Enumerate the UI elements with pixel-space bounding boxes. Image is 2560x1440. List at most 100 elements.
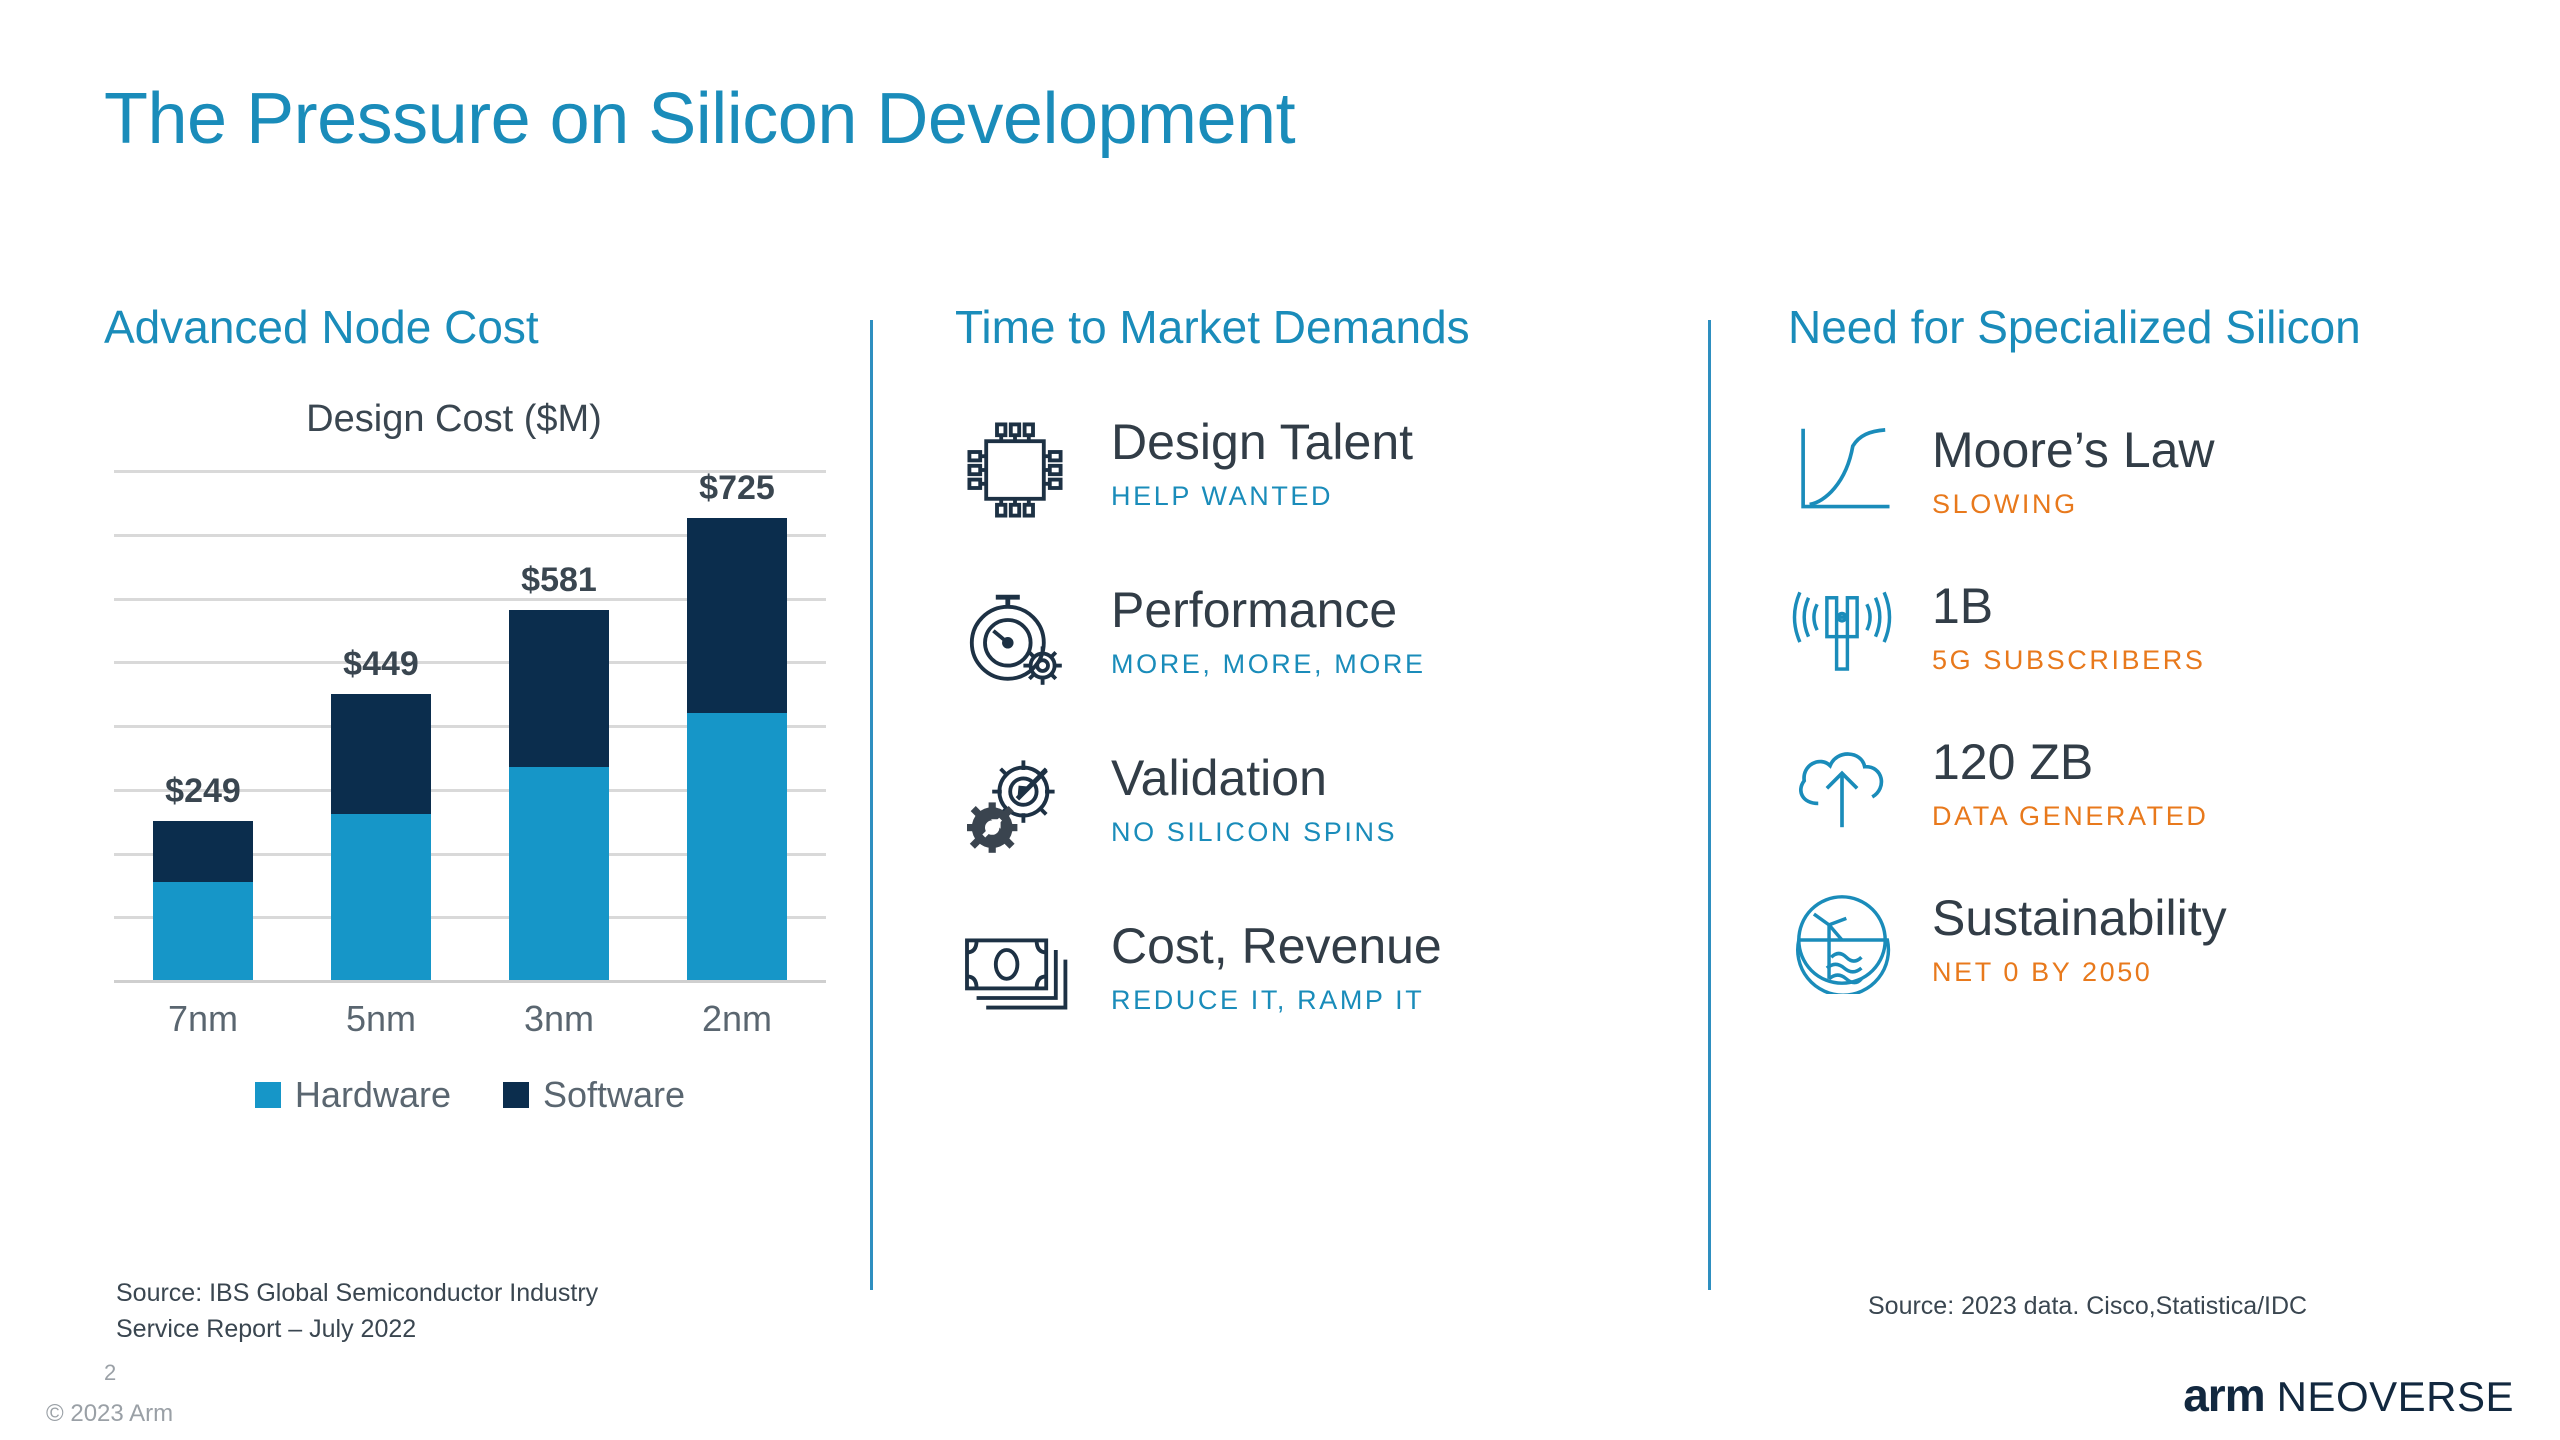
chart-title: Design Cost ($M) — [306, 398, 602, 440]
chart-bar — [331, 693, 431, 980]
feature-title: Design Talent — [1111, 414, 1414, 470]
feature-title: Performance — [1111, 582, 1398, 638]
chart-gridline — [114, 916, 826, 920]
column-divider-1 — [870, 320, 873, 1290]
logo-neoverse-wordmark: NEOVERSE — [2276, 1373, 2514, 1420]
column-heading-left: Advanced Node Cost — [104, 301, 539, 353]
chart-legend: Hardware Software — [114, 1074, 826, 1116]
source-note-line: Service Report – July 2022 — [116, 1315, 417, 1344]
feature-title: Sustainability — [1932, 890, 2227, 946]
chart-bar-segment-hardware — [687, 712, 787, 980]
microchip-icon — [955, 410, 1075, 530]
feature-item: 1B 5G SUBSCRIBERS — [1788, 574, 2548, 682]
chart-x-axis-labels: 7nm 5nm 3nm 2nm — [114, 998, 826, 1040]
arm-neoverse-logo: arm NEOVERSE — [2183, 1368, 2514, 1422]
source-note-left: Source: IBS Global Semiconductor Industr… — [116, 1275, 598, 1348]
chart-bar-group: $249 — [153, 470, 253, 980]
legend-label: Software — [542, 1074, 686, 1115]
feature-item: Design Talent HELP WANTED — [955, 410, 1675, 530]
chart-gridline — [114, 533, 826, 537]
chart-bar-group: $581 — [509, 470, 609, 980]
feature-text: Cost, Revenue REDUCE IT, RAMP IT — [1111, 914, 1442, 1016]
feature-subtitle: HELP WANTED — [1111, 480, 1334, 511]
chart-bar-segment-software — [509, 609, 609, 768]
column-divider-2 — [1708, 320, 1711, 1290]
feature-text: Sustainability NET 0 BY 2050 — [1932, 886, 2227, 988]
feature-item: Moore’s Law SLOWING — [1788, 418, 2548, 526]
chart-x-tick-label: 2nm — [701, 998, 773, 1039]
chart-bar-value-label: $581 — [521, 560, 597, 599]
feature-item: Cost, Revenue REDUCE IT, RAMP IT — [955, 914, 1675, 1034]
feature-subtitle: 5G SUBSCRIBERS — [1932, 644, 2206, 675]
feature-title: 120 ZB — [1932, 734, 2094, 790]
chart-legend-item[interactable]: Hardware — [254, 1074, 451, 1116]
legend-color-swatch — [254, 1082, 281, 1108]
page-title: The Pressure on Silicon Development — [104, 79, 1296, 159]
feature-text: Moore’s Law SLOWING — [1932, 418, 2215, 520]
chart-plot-area: $249 $449 $581 $725 — [114, 469, 826, 983]
chart-bar-segment-hardware — [153, 881, 253, 980]
gear-check-icon — [955, 746, 1075, 866]
copyright-notice: © 2023 Arm — [46, 1400, 174, 1427]
feature-text: Validation NO SILICON SPINS — [1111, 746, 1397, 848]
chart-bar-segment-software — [687, 517, 787, 713]
chart-bar-segment-hardware — [331, 813, 431, 980]
page-number: 2 — [104, 1360, 117, 1385]
cloud-upload-icon — [1788, 730, 1896, 838]
chart-bar — [687, 517, 787, 980]
chart-gridline — [114, 852, 826, 856]
design-cost-chart: Design Cost ($M) $249 $449 $581 $725 7nm 5nm… — [104, 398, 826, 1258]
banknotes-icon — [955, 914, 1075, 1034]
chart-bar-segment-software — [153, 821, 253, 882]
feature-text: Design Talent HELP WANTED — [1111, 410, 1413, 512]
chart-bar — [153, 821, 253, 980]
feature-title: 1B — [1932, 578, 1994, 634]
time-to-market-list: Design Talent HELP WANTED Performance MORE… — [955, 410, 1675, 1082]
wind-water-icon — [1788, 886, 1896, 994]
source-note-line: Source: IBS Global Semiconductor Industr… — [116, 1279, 599, 1307]
column-heading-middle: Time to Market Demands — [955, 301, 1470, 353]
feature-item: Sustainability NET 0 BY 2050 — [1788, 886, 2548, 994]
chart-axis-line — [114, 980, 826, 983]
feature-item: 120 ZB DATA GENERATED — [1788, 730, 2548, 838]
logo-arm-wordmark: arm — [2183, 1369, 2265, 1421]
chart-x-tick-label: 5nm — [345, 998, 417, 1039]
chart-gridline — [114, 725, 826, 728]
chart-gridline — [114, 470, 826, 473]
chart-x-tick-label: 3nm — [523, 998, 595, 1039]
cell-tower-icon — [1788, 574, 1896, 682]
feature-title: Cost, Revenue — [1111, 918, 1442, 974]
legend-label: Hardware — [294, 1074, 451, 1115]
feature-subtitle: MORE, MORE, MORE — [1111, 648, 1426, 679]
feature-item: Validation NO SILICON SPINS — [955, 746, 1675, 866]
chart-bar-segment-hardware — [509, 767, 609, 980]
feature-title: Validation — [1111, 750, 1327, 806]
chart-gridline — [114, 597, 826, 601]
legend-color-swatch — [502, 1082, 529, 1108]
chart-bar-group: $449 — [331, 470, 431, 980]
chart-legend-item[interactable]: Software — [502, 1074, 686, 1116]
feature-subtitle: NET 0 BY 2050 — [1932, 956, 2153, 987]
feature-subtitle: NO SILICON SPINS — [1111, 816, 1398, 847]
chart-bar-segment-software — [331, 693, 431, 814]
feature-subtitle: DATA GENERATED — [1932, 800, 2209, 831]
specialized-silicon-list: Moore’s Law SLOWING 1B 5G SUBSCRIBERS 120 … — [1788, 418, 2548, 1042]
feature-subtitle: REDUCE IT, RAMP IT — [1111, 984, 1425, 1015]
feature-item: Performance MORE, MORE, MORE — [955, 578, 1675, 698]
stopwatch-gear-icon — [955, 578, 1075, 698]
chart-bar — [509, 609, 609, 980]
chart-bars: $249 $449 $581 $725 — [114, 469, 826, 980]
chart-bar-value-label: $249 — [165, 772, 241, 811]
source-note-right: Source: 2023 data. Cisco,Statistica/IDC — [1868, 1292, 2308, 1320]
feature-subtitle: SLOWING — [1932, 488, 2078, 519]
curve-graph-icon — [1788, 418, 1896, 526]
feature-text: 120 ZB DATA GENERATED — [1932, 730, 2208, 832]
chart-bar-value-label: $725 — [699, 468, 775, 507]
chart-gridline — [114, 661, 826, 665]
chart-x-tick-label: 7nm — [167, 998, 239, 1039]
column-heading-right: Need for Specialized Silicon — [1788, 301, 2361, 353]
chart-bar-group: $725 — [687, 469, 787, 980]
feature-text: 1B 5G SUBSCRIBERS — [1932, 574, 2205, 676]
chart-bar-value-label: $449 — [343, 644, 419, 683]
